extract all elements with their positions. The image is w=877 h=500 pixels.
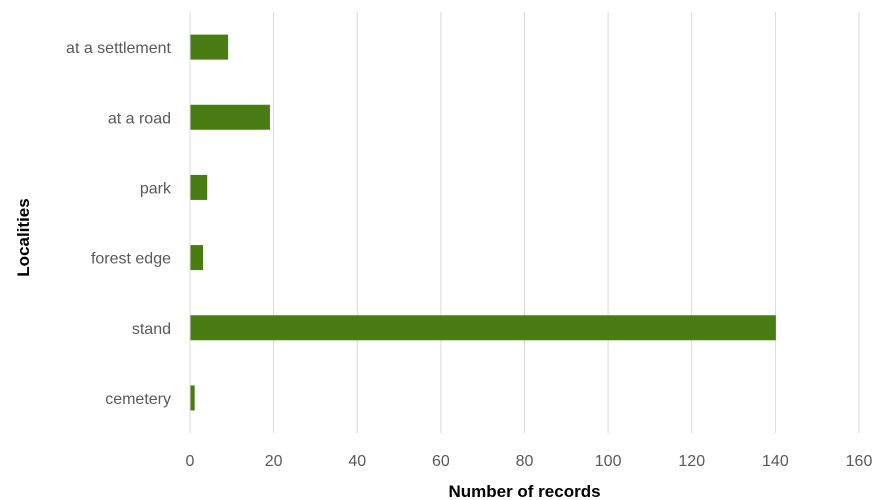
y-axis-title: Localities <box>14 198 33 276</box>
x-axis-title: Number of records <box>448 482 600 500</box>
bar <box>190 174 208 200</box>
y-tick-label: park <box>140 180 172 197</box>
x-tick-label: 160 <box>846 453 873 470</box>
y-tick-label: stand <box>132 321 171 338</box>
x-tick-label: 100 <box>595 453 622 470</box>
x-tick-label: 60 <box>432 453 450 470</box>
x-tick-labels: 0 20 40 60 80 100 120 140 160 <box>186 453 873 470</box>
y-tick-labels: at a settlement at a road park forest edge s… <box>66 40 172 408</box>
bar <box>190 245 204 271</box>
y-tick-label: at a settlement <box>66 40 172 57</box>
x-tick-label: 140 <box>762 453 789 470</box>
x-tick-label: 120 <box>678 453 705 470</box>
y-tick-label: cemetery <box>105 391 171 408</box>
x-tick-label: 80 <box>516 453 534 470</box>
bar <box>190 104 270 130</box>
y-tick-label: at a road <box>108 110 171 127</box>
y-tick-label: forest edge <box>91 251 171 268</box>
bar <box>190 385 195 411</box>
x-tick-label: 0 <box>186 453 195 470</box>
bars <box>190 34 776 411</box>
x-tick-label: 40 <box>348 453 366 470</box>
gridlines <box>273 12 860 433</box>
bar <box>190 315 776 341</box>
bar <box>190 34 229 60</box>
x-tick-label: 20 <box>265 453 283 470</box>
